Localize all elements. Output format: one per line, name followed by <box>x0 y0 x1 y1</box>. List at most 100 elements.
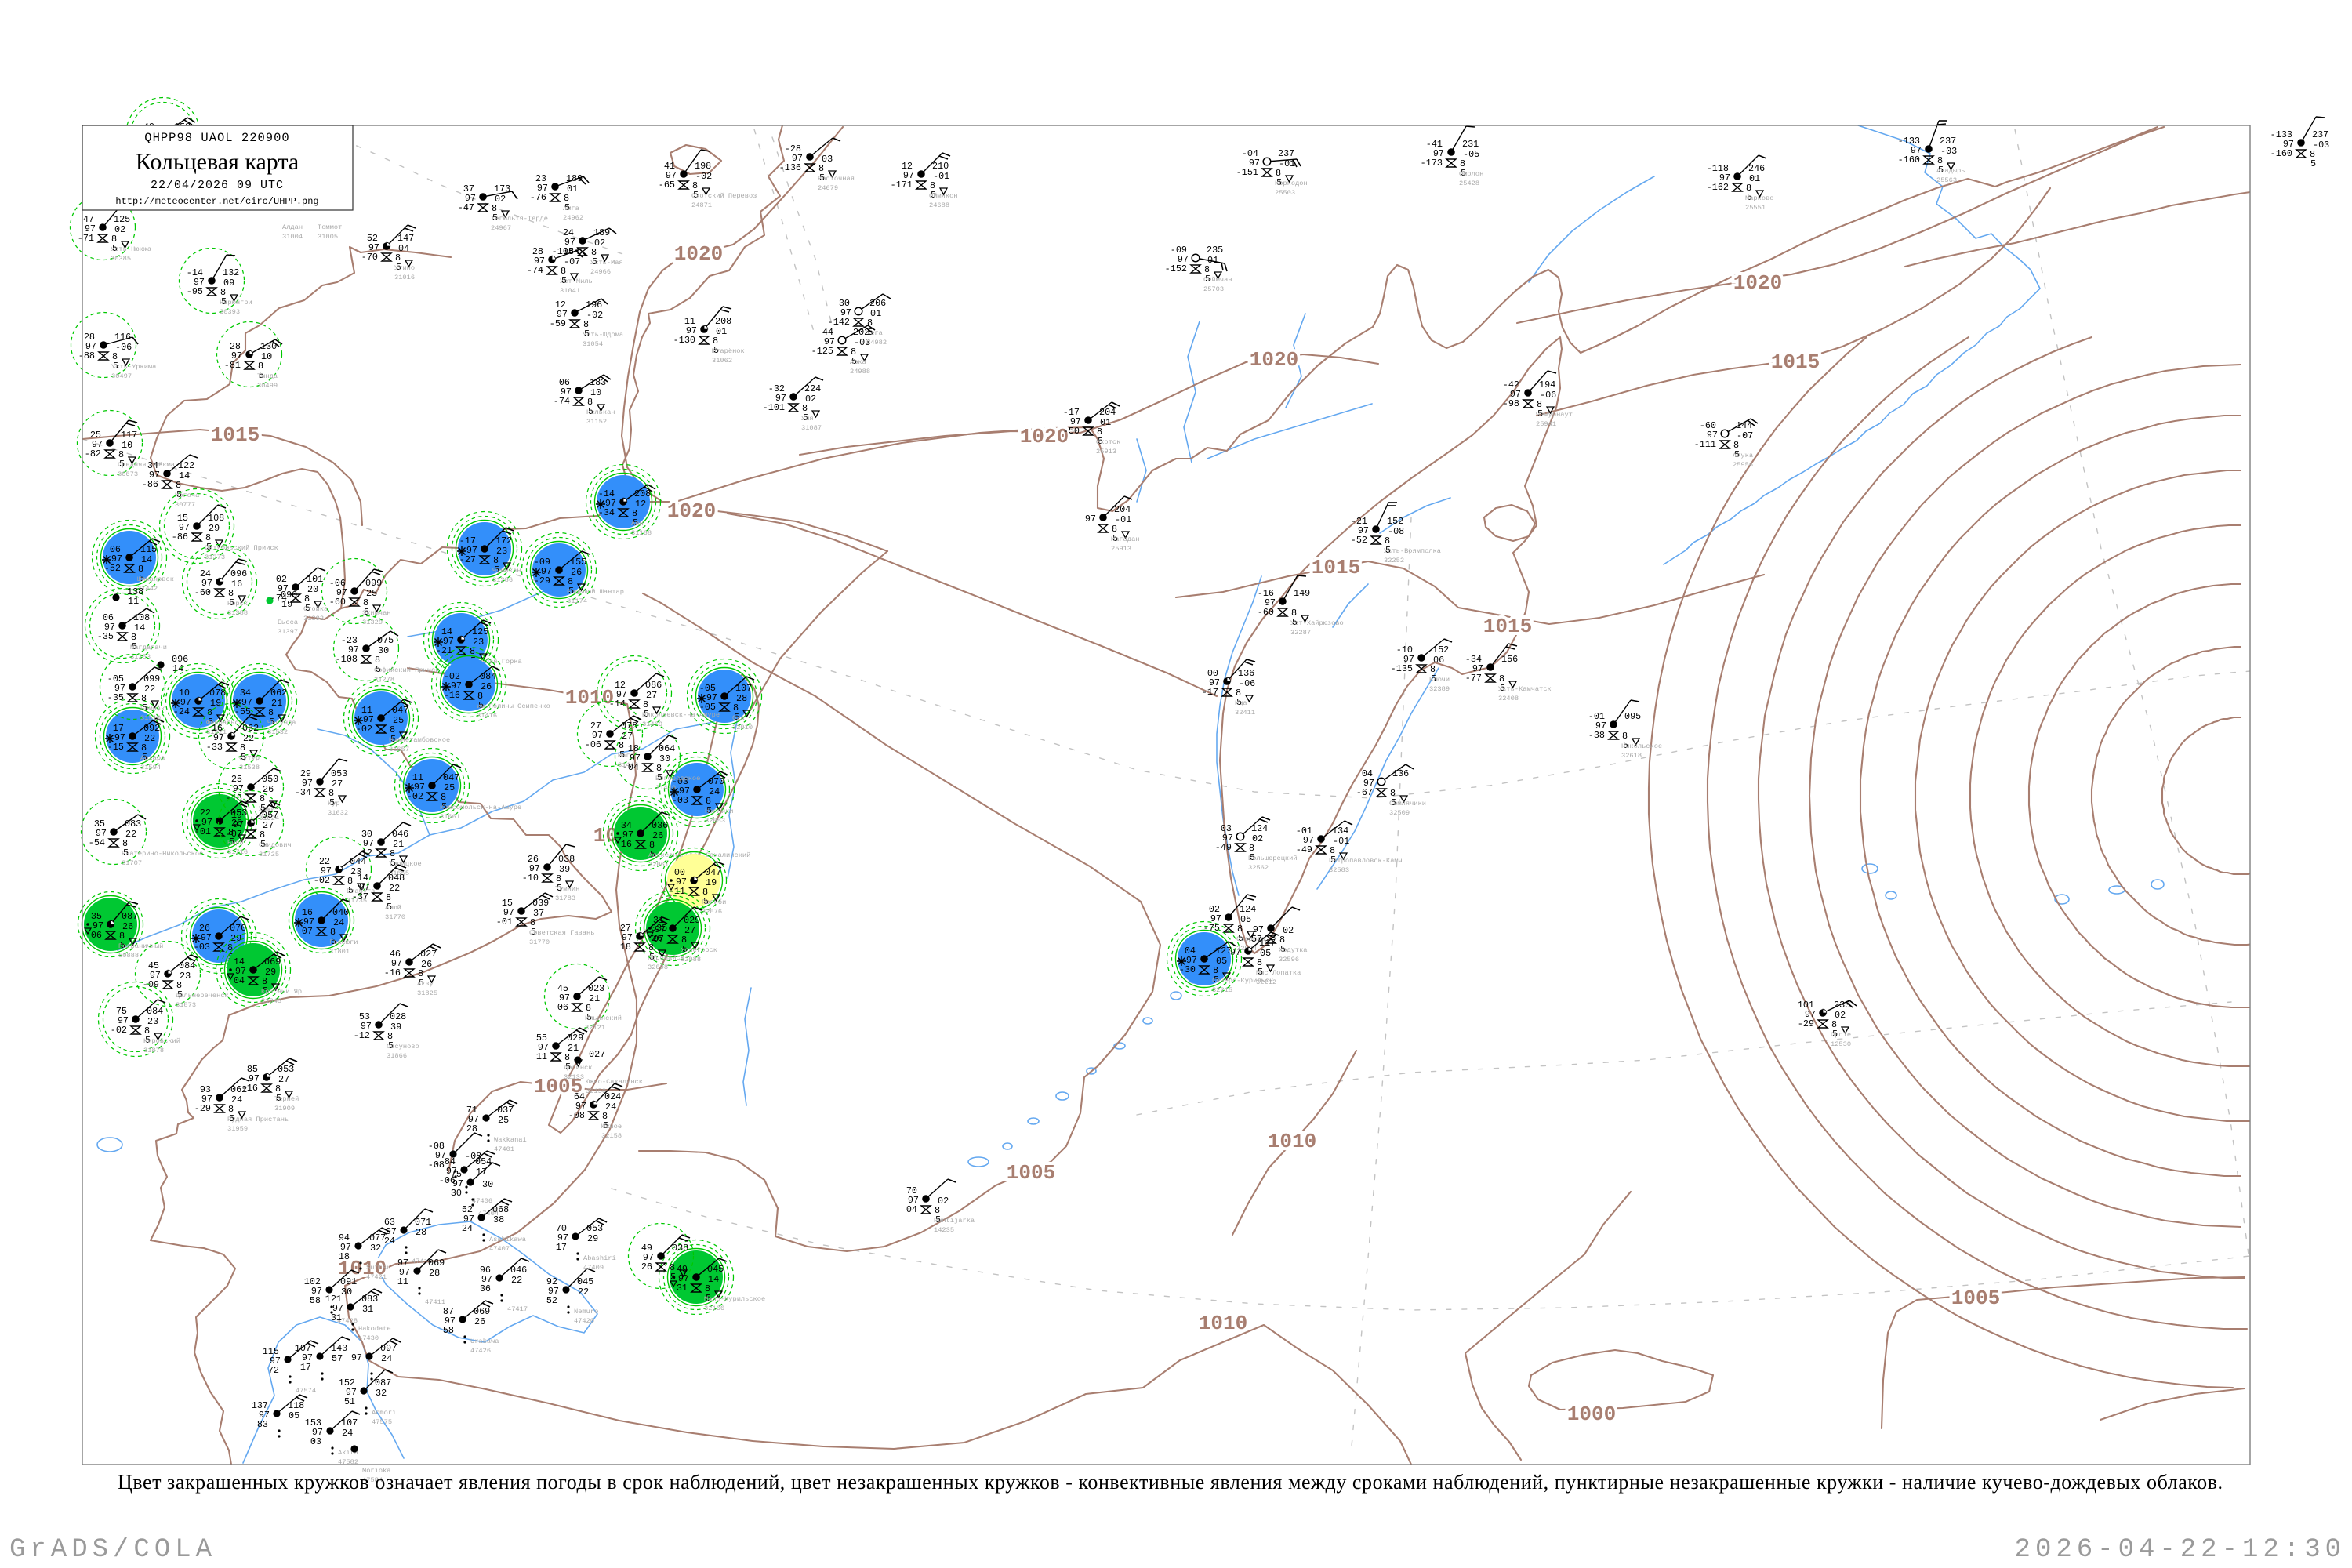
svg-text:97: 97 <box>564 237 575 248</box>
svg-text:-01: -01 <box>1588 711 1605 722</box>
svg-text:Усть-Мая: Усть-Мая <box>590 259 623 267</box>
svg-text:8: 8 <box>851 347 856 358</box>
svg-text:-27: -27 <box>459 554 476 565</box>
svg-text:1015: 1015 <box>1771 350 1820 374</box>
svg-text:25703: 25703 <box>1203 285 1224 293</box>
svg-text:97: 97 <box>679 786 690 797</box>
svg-text:32509: 32509 <box>1389 809 1410 817</box>
svg-text:04: 04 <box>1185 946 1196 956</box>
svg-text:069: 069 <box>474 1306 490 1317</box>
svg-text:Уля: Уля <box>801 415 814 423</box>
svg-text:5: 5 <box>269 717 274 728</box>
svg-text:Алдан: Алдан <box>282 223 303 231</box>
svg-text:24967: 24967 <box>491 224 511 232</box>
svg-text:-02: -02 <box>586 310 603 321</box>
svg-text:31: 31 <box>331 1312 342 1323</box>
svg-text:Бысса: Бысса <box>278 619 298 626</box>
svg-text:03: 03 <box>822 154 833 165</box>
svg-text:108: 108 <box>133 612 150 623</box>
svg-text:75: 75 <box>451 1169 462 1180</box>
svg-text:-88: -88 <box>78 350 95 361</box>
svg-text:97: 97 <box>270 1356 281 1367</box>
svg-text:47426: 47426 <box>470 1347 491 1355</box>
svg-text:8: 8 <box>935 1205 940 1216</box>
svg-text:117: 117 <box>1259 938 1276 949</box>
svg-text:07: 07 <box>653 934 664 945</box>
svg-text:31: 31 <box>362 1304 373 1315</box>
svg-text:-09: -09 <box>534 557 550 568</box>
svg-text:51: 51 <box>344 1396 355 1407</box>
svg-text:5: 5 <box>682 944 688 955</box>
svg-text:50888: 50888 <box>118 952 139 960</box>
svg-text:Ходутка: Ходутка <box>1279 946 1308 954</box>
svg-text:70: 70 <box>906 1185 917 1196</box>
svg-text:8: 8 <box>561 266 566 277</box>
svg-text:16: 16 <box>212 723 223 734</box>
svg-text:24988: 24988 <box>850 368 870 376</box>
svg-text:07: 07 <box>302 926 313 937</box>
svg-text:Долинск: Долинск <box>564 1064 593 1072</box>
svg-text:-01: -01 <box>1333 836 1349 847</box>
svg-text:97: 97 <box>368 242 379 253</box>
svg-text:31661: 31661 <box>440 813 460 821</box>
svg-text:97: 97 <box>1472 663 1483 674</box>
svg-text:5: 5 <box>206 542 212 553</box>
svg-text:-60: -60 <box>1258 607 1274 618</box>
svg-text:53: 53 <box>359 1011 370 1022</box>
svg-text:32: 32 <box>376 1388 387 1399</box>
svg-text:97: 97 <box>559 993 570 1004</box>
svg-text:8: 8 <box>930 180 935 191</box>
svg-text:5: 5 <box>331 936 336 947</box>
svg-text:-06: -06 <box>115 342 132 353</box>
svg-text:32408: 32408 <box>1498 695 1519 702</box>
svg-text:Охотск: Охотск <box>1096 438 1120 446</box>
svg-text:97: 97 <box>445 1316 456 1327</box>
svg-text:8: 8 <box>1385 535 1390 546</box>
svg-text:-23: -23 <box>341 635 358 646</box>
svg-text:14: 14 <box>441 626 452 637</box>
svg-text:-08: -08 <box>428 1160 445 1171</box>
svg-text:http://meteocenter.net/circ/UH: http://meteocenter.net/circ/UHPP.png <box>115 196 318 207</box>
svg-text:Комсомольск-на-Амуре: Комсомольск-на-Амуре <box>440 804 521 811</box>
svg-text:-133: -133 <box>2270 129 2292 140</box>
svg-text:31725: 31725 <box>259 851 279 858</box>
svg-text:22: 22 <box>389 883 400 894</box>
svg-text:8: 8 <box>1831 1019 1837 1030</box>
svg-text:47421: 47421 <box>366 1273 387 1281</box>
svg-text:97: 97 <box>201 932 212 943</box>
svg-text:94: 94 <box>339 1232 350 1243</box>
svg-text:35: 35 <box>91 911 102 922</box>
svg-text:5: 5 <box>657 772 662 783</box>
svg-text:8: 8 <box>656 763 662 774</box>
svg-text:Wakkanai: Wakkanai <box>494 1136 527 1144</box>
svg-text:31707: 31707 <box>122 859 142 867</box>
svg-text:97: 97 <box>643 1252 654 1263</box>
svg-text:-135: -135 <box>1391 663 1413 674</box>
svg-text:053: 053 <box>278 1064 294 1075</box>
svg-text:23: 23 <box>535 173 546 184</box>
svg-text:053: 053 <box>586 1223 603 1234</box>
svg-text:5: 5 <box>139 573 144 584</box>
svg-text:5: 5 <box>276 1093 281 1104</box>
svg-text:-54: -54 <box>89 837 105 848</box>
svg-text:24966: 24966 <box>590 268 611 276</box>
svg-text:31521: 31521 <box>206 728 227 736</box>
svg-text:12: 12 <box>902 161 913 172</box>
svg-text:26: 26 <box>528 854 539 865</box>
svg-text:97: 97 <box>435 1150 446 1161</box>
svg-text:Коркодон: Коркодон <box>1275 180 1308 187</box>
svg-text:97: 97 <box>85 341 96 352</box>
svg-text:93: 93 <box>200 1084 211 1095</box>
svg-text:5: 5 <box>142 702 147 713</box>
svg-text:8: 8 <box>390 724 395 735</box>
svg-text:047: 047 <box>705 867 721 878</box>
svg-text:00: 00 <box>1207 668 1218 679</box>
svg-text:8: 8 <box>1279 935 1285 946</box>
svg-text:-17: -17 <box>1063 407 1080 418</box>
svg-text:04: 04 <box>906 1204 917 1215</box>
svg-text:97: 97 <box>824 336 835 347</box>
svg-text:Экимчан: Экимчан <box>362 609 391 617</box>
svg-text:31062: 31062 <box>712 357 732 365</box>
svg-text:5: 5 <box>670 1272 676 1283</box>
svg-text:-86: -86 <box>142 479 158 490</box>
